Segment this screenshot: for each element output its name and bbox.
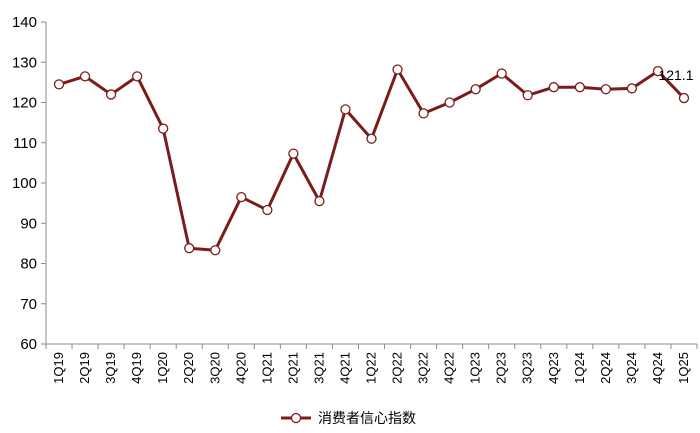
legend: 消费者信心指数	[281, 411, 416, 427]
y-tick-label: 70	[20, 296, 37, 313]
data-point	[522, 90, 533, 101]
legend-label: 消费者信心指数	[318, 411, 416, 427]
series-group	[53, 64, 690, 256]
data-point	[236, 191, 247, 203]
data-point	[105, 89, 117, 100]
data-point	[418, 108, 429, 119]
data-point	[496, 68, 507, 79]
x-tick-label: 4Q21	[337, 352, 352, 384]
data-point	[470, 84, 481, 95]
data-point	[79, 71, 91, 82]
y-tick-label: 100	[12, 175, 37, 192]
x-tick-label: 2Q20	[181, 352, 196, 384]
data-point	[626, 83, 638, 94]
x-tick-label: 1Q22	[364, 352, 379, 384]
y-tick-label: 80	[20, 256, 37, 273]
axes	[45, 22, 697, 345]
x-tick-label: 1Q21	[259, 352, 274, 384]
data-point	[600, 84, 612, 95]
x-tick-label: 1Q24	[572, 352, 587, 384]
data-point	[288, 148, 299, 159]
x-tick-label: 3Q22	[416, 352, 431, 384]
x-tick-label: 4Q22	[442, 352, 457, 384]
x-tick-label: 1Q20	[155, 352, 170, 384]
x-tick-label: 2Q21	[285, 352, 300, 384]
data-point	[131, 71, 143, 82]
annotations: 121.1	[658, 67, 693, 83]
data-point	[340, 104, 351, 115]
data-point	[392, 64, 403, 75]
x-tick-label: 3Q24	[624, 352, 639, 384]
data-point	[652, 65, 664, 77]
x-tick-label: 2Q22	[390, 352, 405, 384]
y-tick-label: 140	[12, 14, 37, 31]
data-point	[314, 195, 325, 207]
x-tick-label: 4Q19	[129, 352, 144, 384]
x-tick-label: 1Q25	[676, 352, 691, 384]
y-axis-ticks: 60 70 80 90 100 110 120 130 140	[12, 14, 46, 353]
data-point	[678, 92, 690, 104]
data-point	[548, 82, 559, 93]
x-tick-label: 1Q23	[468, 352, 483, 384]
data-point	[574, 82, 585, 93]
y-tick-label: 120	[12, 95, 37, 112]
y-tick-label: 60	[20, 336, 37, 353]
series-line	[58, 68, 686, 252]
x-tick-label: 4Q20	[233, 352, 248, 384]
x-tick-label: 3Q23	[520, 352, 535, 384]
y-tick-label: 110	[13, 135, 37, 152]
data-label: 121.1	[658, 67, 693, 83]
x-tick-label: 2Q23	[494, 352, 509, 384]
x-tick-label: 3Q21	[311, 352, 326, 384]
data-point	[210, 245, 221, 256]
x-tick-label: 2Q19	[77, 352, 92, 384]
y-tick-label: 90	[20, 215, 37, 232]
legend-point-marker	[290, 412, 302, 424]
x-tick-label: 4Q24	[650, 352, 665, 384]
x-tick-label: 3Q19	[103, 352, 118, 384]
x-tick-label: 3Q20	[207, 352, 222, 384]
data-point	[366, 133, 377, 144]
x-axis-ticks: 1Q19 2Q19 3Q19 4Q19 1Q20 2Q20 3Q20 4Q20 1Q21 2Q21…	[45, 344, 698, 384]
data-point	[262, 204, 273, 216]
data-point	[53, 79, 65, 90]
x-tick-label: 2Q24	[598, 352, 613, 384]
x-tick-label: 4Q23	[546, 352, 561, 384]
data-point	[158, 123, 169, 134]
x-tick-label: 1Q19	[51, 352, 66, 384]
y-tick-label: 130	[12, 54, 37, 71]
data-point	[444, 97, 455, 108]
data-point	[184, 243, 195, 254]
